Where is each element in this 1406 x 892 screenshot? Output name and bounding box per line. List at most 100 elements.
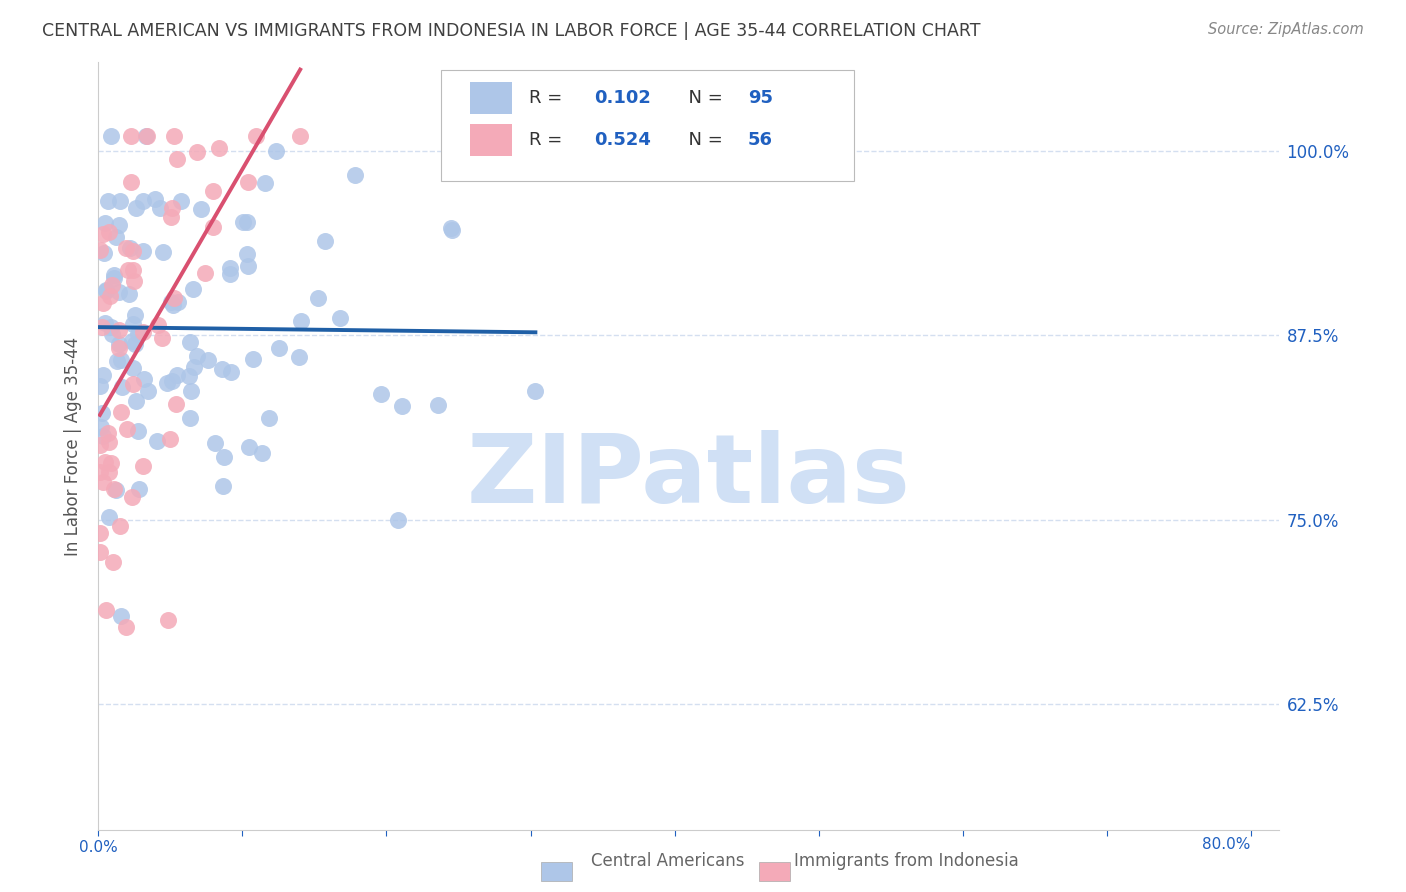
Point bbox=[89, 420, 111, 434]
Point bbox=[103, 270, 125, 285]
Point bbox=[190, 202, 212, 217]
Point bbox=[163, 291, 186, 305]
Point bbox=[344, 168, 367, 182]
Point bbox=[204, 436, 226, 450]
Text: 80.0%: 80.0% bbox=[1202, 838, 1251, 852]
Point bbox=[100, 319, 122, 334]
Text: 0.102: 0.102 bbox=[595, 89, 651, 107]
Point bbox=[165, 396, 187, 410]
Point bbox=[236, 247, 259, 261]
Point bbox=[163, 129, 186, 144]
Point bbox=[97, 435, 120, 450]
Point bbox=[131, 325, 153, 339]
Point bbox=[253, 176, 276, 190]
Point bbox=[160, 210, 183, 224]
Point bbox=[167, 295, 190, 310]
Point bbox=[122, 317, 145, 331]
Text: 95: 95 bbox=[748, 89, 773, 107]
Point bbox=[108, 519, 131, 533]
Point bbox=[89, 544, 111, 558]
Point bbox=[267, 341, 290, 355]
Point bbox=[96, 284, 118, 298]
Point bbox=[156, 376, 179, 390]
Point bbox=[103, 482, 125, 496]
Point bbox=[162, 298, 184, 312]
Point bbox=[186, 145, 208, 160]
Point bbox=[186, 349, 208, 363]
Point bbox=[179, 411, 201, 425]
Point bbox=[219, 365, 242, 379]
Text: CENTRAL AMERICAN VS IMMIGRANTS FROM INDONESIA IN LABOR FORCE | AGE 35-44 CORRELA: CENTRAL AMERICAN VS IMMIGRANTS FROM INDO… bbox=[42, 22, 980, 40]
Point bbox=[91, 429, 114, 443]
Point bbox=[100, 129, 122, 144]
Point bbox=[104, 483, 127, 497]
Text: 0.524: 0.524 bbox=[595, 131, 651, 149]
Point bbox=[136, 384, 159, 398]
Point bbox=[111, 380, 134, 394]
Point bbox=[89, 378, 111, 392]
Point bbox=[121, 334, 143, 349]
Point bbox=[120, 129, 142, 144]
Point bbox=[97, 194, 120, 208]
FancyBboxPatch shape bbox=[471, 82, 512, 114]
Point bbox=[391, 400, 413, 414]
Point bbox=[91, 227, 114, 242]
Point bbox=[307, 291, 329, 305]
Point bbox=[177, 369, 200, 384]
Point bbox=[122, 377, 145, 392]
Point bbox=[219, 267, 242, 281]
Point bbox=[180, 384, 202, 398]
Point bbox=[105, 354, 128, 368]
Point bbox=[201, 220, 224, 235]
Text: R =: R = bbox=[530, 131, 568, 149]
Point bbox=[150, 331, 173, 345]
Text: Source: ZipAtlas.com: Source: ZipAtlas.com bbox=[1208, 22, 1364, 37]
Point bbox=[439, 220, 461, 235]
Point bbox=[90, 319, 112, 334]
Point bbox=[135, 129, 157, 144]
Y-axis label: In Labor Force | Age 35-44: In Labor Force | Age 35-44 bbox=[65, 336, 83, 556]
Point bbox=[146, 434, 169, 449]
Point bbox=[108, 337, 131, 351]
Point bbox=[108, 218, 131, 232]
Point bbox=[89, 438, 111, 452]
Point bbox=[132, 194, 155, 208]
Point bbox=[98, 226, 121, 240]
Point bbox=[314, 234, 336, 248]
Point bbox=[236, 215, 259, 229]
Point bbox=[236, 175, 259, 189]
Point bbox=[183, 360, 205, 375]
Point bbox=[440, 223, 463, 237]
Point bbox=[110, 194, 132, 208]
Point bbox=[98, 288, 121, 302]
Point bbox=[266, 144, 288, 158]
Point bbox=[93, 245, 115, 260]
Point bbox=[211, 361, 233, 376]
Point bbox=[128, 483, 150, 497]
Point bbox=[201, 185, 224, 199]
Point bbox=[96, 603, 118, 617]
Point bbox=[100, 326, 122, 341]
Point bbox=[290, 314, 312, 328]
Point bbox=[236, 259, 259, 273]
Point bbox=[108, 342, 131, 356]
Text: N =: N = bbox=[678, 89, 728, 107]
Point bbox=[125, 393, 148, 408]
Point bbox=[160, 201, 183, 215]
Text: R =: R = bbox=[530, 89, 568, 107]
Point bbox=[159, 432, 181, 446]
Point bbox=[166, 152, 188, 166]
Point bbox=[157, 613, 180, 627]
Point bbox=[290, 129, 312, 144]
Point bbox=[132, 244, 155, 259]
Point bbox=[89, 465, 111, 479]
Point bbox=[214, 450, 236, 464]
Point bbox=[387, 513, 409, 527]
Point bbox=[257, 410, 280, 425]
Text: Immigrants from Indonesia: Immigrants from Indonesia bbox=[794, 852, 1019, 870]
FancyBboxPatch shape bbox=[471, 124, 512, 156]
Point bbox=[127, 424, 149, 438]
Point bbox=[100, 456, 122, 470]
Point bbox=[149, 201, 172, 215]
Point bbox=[100, 277, 122, 292]
